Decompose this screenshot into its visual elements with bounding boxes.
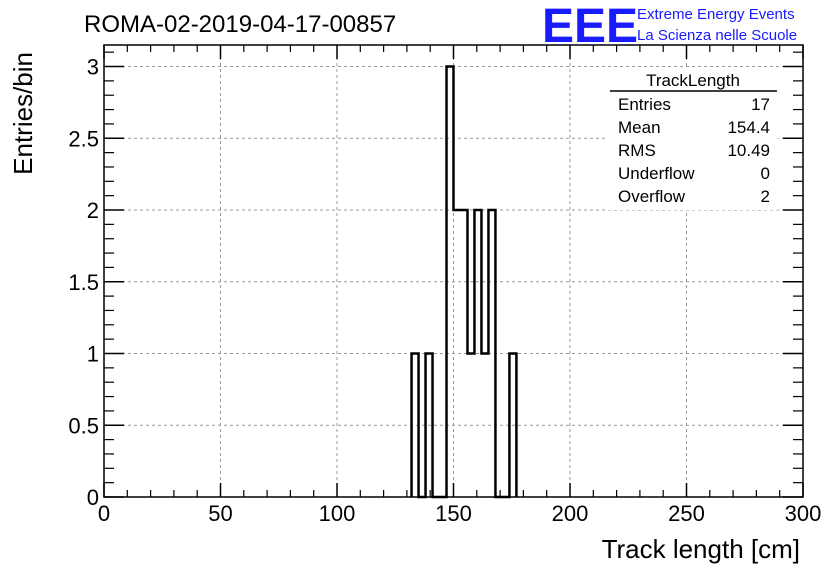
logo-mark: EEE (542, 0, 638, 53)
x-tick-label: 150 (435, 501, 472, 526)
stats-row-value: 154.4 (727, 118, 770, 137)
stats-row-label: Overflow (618, 187, 686, 206)
logo-line-2: La Scienza nelle Scuole (637, 27, 797, 44)
y-tick-label: 0.5 (68, 413, 99, 438)
x-tick-label: 50 (208, 501, 232, 526)
stats-rows: Entries 17 Mean 154.4 RMS 10.49 Underflow 0 Over… (618, 95, 770, 206)
chart-title: ROMA-02-2019-04-17-00857 (84, 11, 396, 38)
stats-row-value: 10.49 (727, 141, 770, 160)
x-tick-label: 300 (785, 501, 822, 526)
eee-logo: EEE Extreme Energy Events La Scienza nel… (542, 0, 797, 53)
x-tick-label: 0 (98, 501, 110, 526)
y-axis-title: Entries/bin (8, 52, 38, 175)
x-tick-labels: 0 50 100 150 200 250 300 (98, 501, 821, 526)
y-tick-label: 3 (87, 55, 99, 80)
y-tick-label: 2 (87, 198, 99, 223)
x-tick-label: 100 (319, 501, 356, 526)
stats-row-label: Entries (618, 95, 671, 114)
x-axis-title: Track length [cm] (602, 534, 800, 564)
stats-row-value: 0 (761, 164, 770, 183)
y-tick-label: 2.5 (68, 126, 99, 151)
stats-row-label: Mean (618, 118, 661, 137)
stats-row-value: 2 (761, 187, 770, 206)
y-tick-labels: 0 0.5 1 1.5 2 2.5 3 (68, 55, 99, 510)
stats-box: TrackLength Entries 17 Mean 154.4 RMS 10.49 Un… (608, 68, 778, 210)
x-tick-label: 200 (552, 501, 589, 526)
logo-line-1: Extreme Energy Events (637, 6, 795, 23)
y-tick-label: 0 (87, 485, 99, 510)
y-tick-label: 1 (87, 342, 99, 367)
stats-title: TrackLength (646, 71, 740, 90)
stats-row-value: 17 (751, 95, 770, 114)
y-tick-label: 1.5 (68, 270, 99, 295)
axis-ticks (103, 45, 804, 498)
x-tick-label: 250 (668, 501, 705, 526)
stats-row-label: RMS (618, 141, 656, 160)
stats-row-label: Underflow (618, 164, 695, 183)
